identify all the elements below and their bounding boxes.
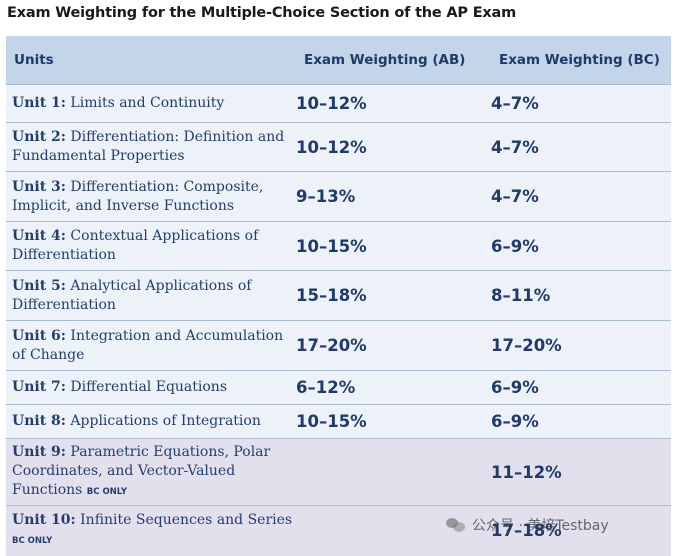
bc-weighting: 6–9% [491, 404, 671, 439]
unit-name: Differential Equations [70, 379, 228, 395]
unit-name: Analytical Applications of Differentiati… [12, 277, 252, 313]
unit-number: Unit 8: [12, 413, 66, 429]
bc-only-tag: BC ONLY [12, 535, 53, 546]
ab-weighting: 10–12% [296, 84, 491, 123]
unit-cell: Unit 4: Contextual Applications of Diffe… [6, 221, 296, 271]
table-row: Unit 3: Differentiation: Composite, Impl… [6, 171, 671, 222]
unit-name: Limits and Continuity [70, 95, 225, 111]
exam-weighting-table: Units Exam Weighting (AB) Exam Weighting… [6, 36, 671, 556]
bc-only-tag: BC ONLY [86, 486, 128, 497]
table-row: Unit 5: Analytical Applications of Diffe… [6, 270, 671, 321]
table-row-bc-only: Unit 10: Infinite Sequences and Series B… [6, 505, 671, 556]
bc-weighting: 17–18% [491, 505, 671, 556]
unit-name: Applications of Integration [70, 413, 261, 429]
unit-name: Infinite Sequences and Series [80, 511, 293, 528]
ab-weighting: 6–12% [296, 370, 491, 405]
unit-number: Unit 7: [12, 379, 66, 395]
header-ab: Exam Weighting (AB) [296, 36, 491, 85]
unit-number: Unit 9: [12, 443, 66, 460]
unit-cell: Unit 8: Applications of Integration [6, 404, 296, 439]
unit-name: Differentiation: Composite, Implicit, an… [12, 178, 264, 214]
table-row: Unit 8: Applications of Integration 10–1… [6, 404, 671, 439]
ab-weighting: 10–15% [296, 221, 491, 271]
bc-weighting: 4–7% [491, 122, 671, 172]
bc-weighting: 17–20% [491, 320, 671, 371]
unit-cell: Unit 1: Limits and Continuity [6, 84, 296, 123]
ab-weighting: 17–20% [296, 320, 491, 371]
ab-weighting: 10–15% [296, 404, 491, 439]
ab-weighting: 9–13% [296, 171, 491, 222]
ab-weighting [296, 438, 491, 506]
bc-weighting: 4–7% [491, 84, 671, 123]
unit-cell: Unit 7: Differential Equations [6, 370, 296, 405]
unit-name: Parametric Equations, Polar Coordinates,… [12, 443, 271, 498]
table-row: Unit 2: Differentiation: Definition and … [6, 122, 671, 172]
bc-weighting: 8–11% [491, 270, 671, 321]
header-units: Units [6, 36, 296, 85]
unit-number: Unit 3: [12, 178, 66, 195]
unit-cell: Unit 6: Integration and Accumulation of … [6, 320, 296, 371]
bc-weighting: 4–7% [491, 171, 671, 222]
unit-number: Unit 4: [12, 228, 66, 244]
watermark: 公众号 · 美培Testbay [446, 515, 609, 535]
table-row: Unit 7: Differential Equations 6–12% 6–9… [6, 370, 671, 405]
page-title: Exam Weighting for the Multiple-Choice S… [7, 5, 517, 21]
unit-cell: Unit 3: Differentiation: Composite, Impl… [6, 171, 296, 222]
unit-number: Unit 10: [12, 511, 76, 528]
unit-cell: Unit 10: Infinite Sequences and Series B… [6, 505, 296, 556]
unit-number: Unit 6: [12, 327, 66, 344]
wechat-icon [446, 517, 466, 533]
bc-weighting: 6–9% [491, 221, 671, 271]
unit-cell: Unit 5: Analytical Applications of Diffe… [6, 270, 296, 321]
table-row-bc-only: Unit 9: Parametric Equations, Polar Coor… [6, 438, 671, 506]
unit-number: Unit 2: [12, 129, 66, 145]
unit-number: Unit 5: [12, 277, 66, 294]
unit-name: Differentiation: Definition and Fundamen… [12, 129, 285, 164]
bc-weighting: 6–9% [491, 370, 671, 405]
ab-weighting: 15–18% [296, 270, 491, 321]
table-row: Unit 1: Limits and Continuity 10–12% 4–7… [6, 84, 671, 123]
watermark-text: 公众号 · 美培Testbay [472, 518, 609, 534]
table-row: Unit 4: Contextual Applications of Diffe… [6, 221, 671, 271]
unit-number: Unit 1: [12, 95, 66, 111]
table-row: Unit 6: Integration and Accumulation of … [6, 320, 671, 371]
unit-cell: Unit 9: Parametric Equations, Polar Coor… [6, 438, 296, 506]
header-bc: Exam Weighting (BC) [491, 36, 671, 85]
table-header-row: Units Exam Weighting (AB) Exam Weighting… [6, 36, 671, 85]
unit-cell: Unit 2: Differentiation: Definition and … [6, 122, 296, 172]
unit-name: Contextual Applications of Differentiati… [12, 228, 259, 263]
ab-weighting: 10–12% [296, 122, 491, 172]
unit-name: Integration and Accumulation of Change [12, 327, 284, 363]
bc-weighting: 11–12% [491, 438, 671, 506]
